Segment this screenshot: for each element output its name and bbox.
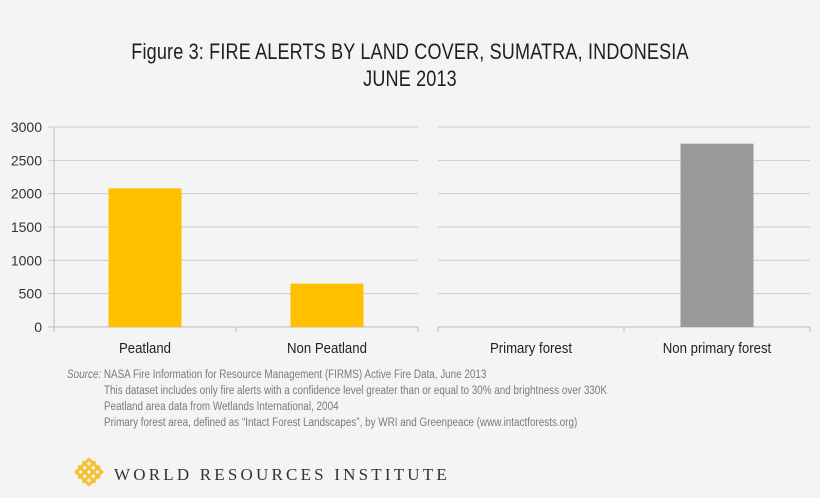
y-tick-label: 0: [34, 319, 42, 335]
chart-title: Figure 3: FIRE ALERTS BY LAND COVER, SUM…: [74, 38, 746, 92]
y-tick-label: 500: [19, 286, 43, 302]
org-name: WORLD RESOURCES INSTITUTE: [114, 464, 450, 484]
note-line-1: NASA Fire Information for Resource Manag…: [103, 369, 487, 381]
x-category-label: Non Peatland: [287, 339, 367, 356]
y-tick-label: 1000: [11, 252, 42, 268]
x-axis-categories: Peatland Non Peatland Primary forest Non pr…: [119, 339, 771, 356]
source-notes: Source: NASA Fire Information for Resour…: [67, 367, 607, 431]
y-tick-label: 2500: [11, 152, 42, 168]
bar-non-peatland: [290, 283, 364, 327]
note-line-3: Peatland area data from Wetlands Interna…: [103, 401, 339, 413]
y-tick-label: 1500: [11, 219, 42, 235]
bar-non-primary-forest: [680, 143, 754, 327]
y-tick-label: 3000: [11, 119, 42, 135]
footer-logo: WORLD RESOURCES INSTITUTE: [74, 457, 450, 491]
x-category-label: Peatland: [119, 339, 171, 356]
title-line-2: JUNE 2013: [363, 66, 457, 91]
bars: [108, 143, 754, 327]
chart-area: 0 500 1000 1500 2000 2500 3000 Peatland Non Pea…: [11, 119, 811, 356]
y-axis: 0 500 1000 1500 2000 2500 3000: [11, 119, 42, 335]
title-line-1: Figure 3: FIRE ALERTS BY LAND COVER, SUM…: [131, 39, 689, 64]
note-line-2: This dataset includes only fire alerts w…: [103, 385, 608, 397]
wri-knot-icon: [74, 457, 104, 491]
y-tick-label: 2000: [11, 186, 42, 202]
note-line-4: Primary forest area, defined as “Intact …: [103, 417, 578, 429]
x-category-label: Primary forest: [490, 339, 572, 356]
x-category-label: Non primary forest: [663, 339, 771, 356]
source-label: Source:: [67, 369, 102, 381]
bar-peatland: [108, 188, 182, 327]
